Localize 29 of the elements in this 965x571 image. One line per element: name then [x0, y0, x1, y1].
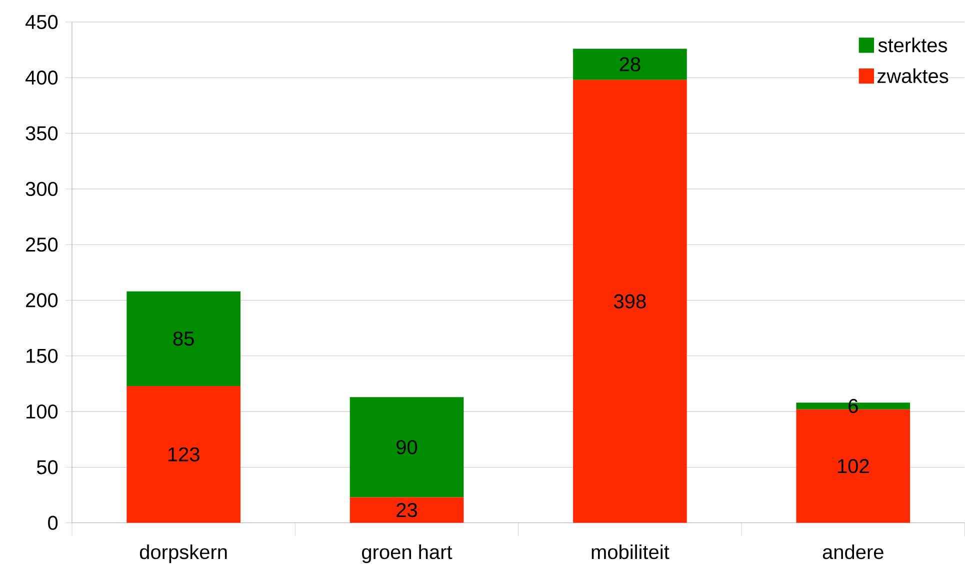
bar: [350, 497, 464, 523]
data-label: 102: [838, 459, 869, 474]
data-label: 23: [396, 503, 418, 518]
y-tick-label: 200: [26, 293, 58, 308]
data-label: 28: [620, 57, 640, 72]
y-tick-label: 100: [26, 404, 58, 419]
y-tick-label: 150: [26, 348, 58, 364]
y-tick-label: 50: [36, 460, 58, 474]
data-label: 85: [173, 332, 194, 346]
bar: [573, 80, 687, 523]
bar: [350, 397, 464, 498]
x-tick-label: groen hart: [362, 544, 452, 564]
bar: [126, 386, 240, 523]
x-tick-label: andere: [822, 544, 884, 560]
bar: [573, 48, 687, 80]
y-tick-label: 250: [26, 238, 58, 252]
data-label: 398: [614, 294, 646, 309]
y-tick-label: 450: [25, 14, 58, 30]
y-tick-label: 350: [26, 126, 58, 140]
legend-label: sterktes: [878, 38, 948, 52]
y-tick-label: 0: [48, 516, 58, 530]
data-label: 90: [396, 440, 418, 454]
y-tick-label: 400: [25, 70, 58, 85]
data-label: 123: [168, 447, 200, 462]
bar: [126, 291, 240, 386]
x-tick-label: dorpskern: [140, 544, 227, 564]
y-tick-label: 300: [26, 182, 58, 196]
legend-label: zwaktes: [877, 68, 948, 84]
x-tick-label: mobiliteit: [592, 544, 670, 560]
